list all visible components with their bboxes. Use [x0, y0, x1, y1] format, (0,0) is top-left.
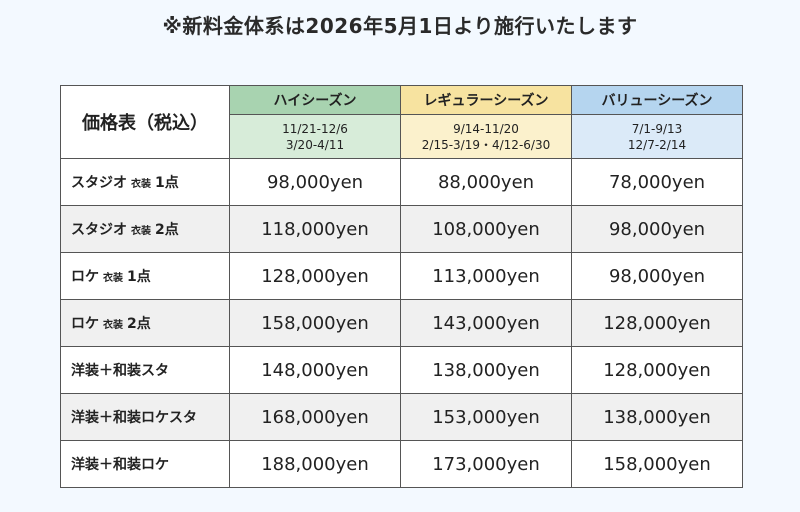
plan-sub: 衣装	[103, 320, 123, 331]
plan-sub: 衣装	[131, 226, 151, 237]
plan-name: ロケ	[71, 316, 99, 332]
price-cell: 158,000yen	[571, 440, 743, 488]
price-cell: 108,000yen	[400, 205, 572, 253]
season-dates-line2: 3/20-4/11	[285, 137, 345, 152]
price-cell: 128,000yen	[571, 346, 743, 394]
table-row: ロケ 衣装 1点 128,000yen 113,000yen 98,000yen	[60, 252, 743, 300]
plan-name: ロケ	[71, 269, 99, 285]
season-regular-header: レギュラーシーズン	[400, 85, 572, 115]
price-cell: 138,000yen	[400, 346, 572, 394]
row-label: 洋装＋和装ロケ	[60, 440, 230, 488]
price-cell: 188,000yen	[229, 440, 401, 488]
table-row: 洋装＋和装ロケスタ 168,000yen 153,000yen 138,000yen	[60, 393, 743, 441]
season-dates-line1: 7/1-9/13	[631, 121, 683, 136]
table-row: スタジオ 衣装 1点 98,000yen 88,000yen 78,000yen	[60, 158, 743, 206]
season-dates-line1: 9/14-11/20	[453, 121, 519, 136]
row-label: スタジオ 衣装 1点	[60, 158, 230, 206]
plan-name: 洋装＋和装ロケスタ	[71, 410, 197, 426]
plan-count: 2点	[127, 316, 151, 332]
plan-name: 洋装＋和装スタ	[71, 363, 169, 379]
row-label: スタジオ 衣装 2点	[60, 205, 230, 253]
notice-text: ※新料金体系は2026年5月1日より施行いたします	[162, 14, 638, 38]
price-table: 価格表（税込） ハイシーズン レギュラーシーズン バリューシーズン 11/21-…	[60, 85, 743, 488]
plan-count: 2点	[155, 222, 179, 238]
price-cell: 168,000yen	[229, 393, 401, 441]
price-cell: 78,000yen	[571, 158, 743, 206]
table-row: 洋装＋和装スタ 148,000yen 138,000yen 128,000yen	[60, 346, 743, 394]
row-label: 洋装＋和装スタ	[60, 346, 230, 394]
season-dates: 11/21-12/6 3/20-4/11	[229, 114, 401, 159]
season-dates-line2: 2/15-3/19・4/12-6/30	[421, 137, 551, 152]
price-cell: 113,000yen	[400, 252, 572, 300]
season-dates: 9/14-11/20 2/15-3/19・4/12-6/30	[400, 114, 572, 159]
price-cell: 98,000yen	[571, 252, 743, 300]
plan-count: 1点	[127, 269, 151, 285]
price-cell: 153,000yen	[400, 393, 572, 441]
price-cell: 98,000yen	[229, 158, 401, 206]
plan-name: スタジオ	[71, 222, 127, 238]
season-dates: 7/1-9/13 12/7-2/14	[571, 114, 743, 159]
plan-sub: 衣装	[103, 273, 123, 284]
plan-name: スタジオ	[71, 175, 127, 191]
price-cell: 88,000yen	[400, 158, 572, 206]
price-cell: 138,000yen	[571, 393, 743, 441]
table-row: 洋装＋和装ロケ 188,000yen 173,000yen 158,000yen	[60, 440, 743, 488]
season-dates-line2: 12/7-2/14	[627, 137, 687, 152]
season-dates-line1: 11/21-12/6	[282, 121, 348, 136]
row-label: ロケ 衣装 1点	[60, 252, 230, 300]
row-label: 洋装＋和装ロケスタ	[60, 393, 230, 441]
season-value-header: バリューシーズン	[571, 85, 743, 115]
price-cell: 128,000yen	[571, 299, 743, 347]
price-cell: 148,000yen	[229, 346, 401, 394]
row-label: ロケ 衣装 2点	[60, 299, 230, 347]
price-cell: 98,000yen	[571, 205, 743, 253]
table-row: ロケ 衣装 2点 158,000yen 143,000yen 128,000yen	[60, 299, 743, 347]
price-cell: 173,000yen	[400, 440, 572, 488]
plan-count: 1点	[155, 175, 179, 191]
price-cell: 128,000yen	[229, 252, 401, 300]
table-row: スタジオ 衣装 2点 118,000yen 108,000yen 98,000yen	[60, 205, 743, 253]
price-cell: 118,000yen	[229, 205, 401, 253]
price-cell: 158,000yen	[229, 299, 401, 347]
table-corner-title: 価格表（税込）	[60, 85, 230, 159]
price-cell: 143,000yen	[400, 299, 572, 347]
plan-name: 洋装＋和装ロケ	[71, 457, 169, 473]
plan-sub: 衣装	[131, 179, 151, 190]
season-high-header: ハイシーズン	[229, 85, 401, 115]
